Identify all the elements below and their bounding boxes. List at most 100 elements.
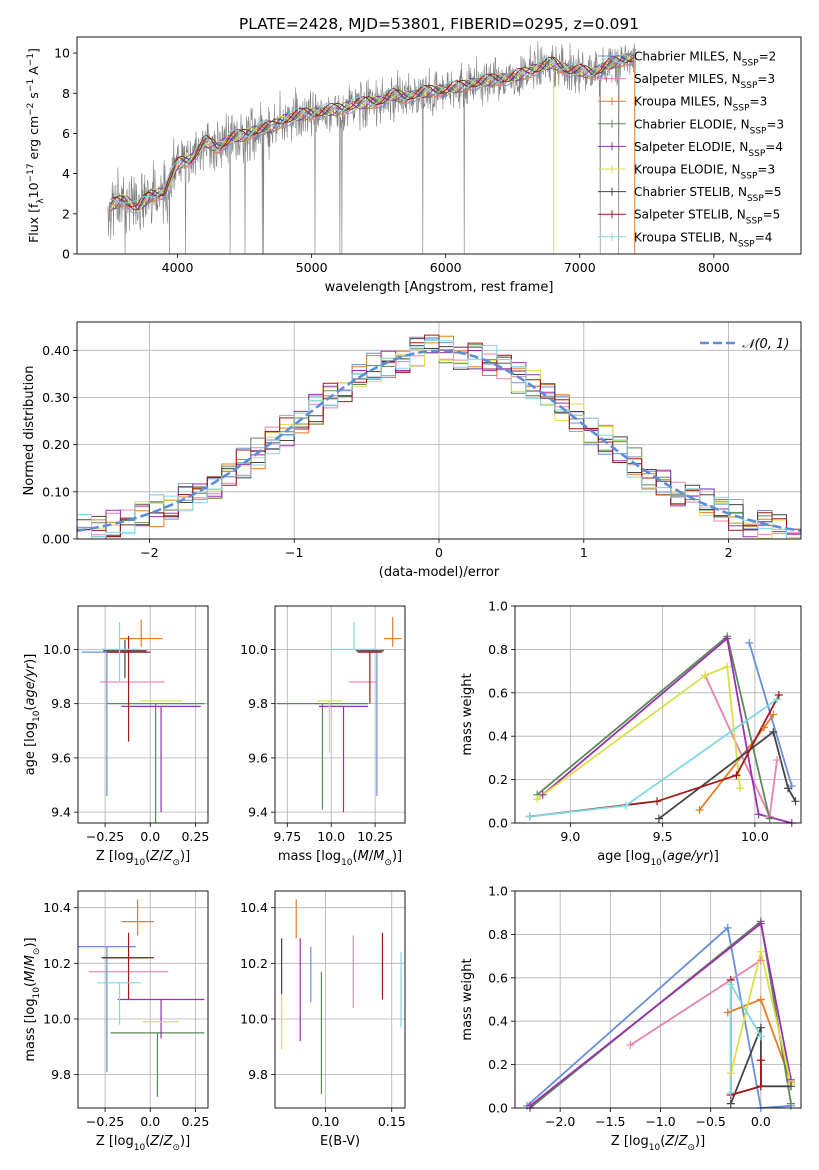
weight-marker [723,923,732,932]
weight-marker [774,690,783,699]
y-axis-label: Flux [fλ10−17 erg cm−2 s−1 A−1] [26,48,46,243]
y-tick-label: 0.20 [42,437,70,452]
y-tick-label: 9.4 [51,805,71,820]
x-tick-label: −1.5 [595,1114,625,1129]
x-tick-label: 2 [725,545,733,560]
x-tick-label: 0.0 [140,1114,160,1129]
panel-mass_vs_ebv: 0.10 0.15 9.8 10.0 10.2 10.4 E(B-V) [240,890,406,1149]
y-tick-label: 0 [62,247,70,262]
y-axis-label: age [log10(age/yr)] [23,654,42,776]
y-tick-label: 9.8 [51,696,71,711]
gaussian-curve [77,349,801,532]
weight-marker [525,812,534,821]
model-line [110,52,634,210]
x-tick-label: −2.0 [545,1114,575,1129]
weight-marker [765,814,774,823]
axes-frame [274,890,406,1109]
x-tick-label: 6000 [430,260,462,275]
weight-marker [756,1082,765,1091]
y-tick-label: 9.8 [51,1067,71,1082]
y-tick-label: 0.8 [488,927,508,942]
y-tick-label: 0.6 [488,970,508,985]
legend-entry: Salpeter ELODIE, NSSP=4 [634,140,783,159]
weight-line [536,634,771,819]
weight-line [629,959,762,1046]
weight-marker [726,1088,735,1097]
weight-marker [726,980,735,989]
y-tick-label: 0.40 [42,343,70,358]
legend-entry: 𝒩(0, 1) [742,337,789,352]
x-tick-label: −1 [285,545,303,560]
y-tick-label: 10.4 [240,900,268,915]
y-tick-label: 9.6 [248,750,268,765]
y-tick-label: 4 [62,166,70,181]
weight-line [526,926,792,1108]
x-tick-label: 5000 [296,260,328,275]
model-line [110,55,634,211]
y-tick-label: 1.0 [488,599,508,614]
weight-marker [533,795,542,804]
weight-marker [784,784,793,793]
weight-marker [701,671,710,680]
spectrum-data [107,41,637,254]
chart-title: PLATE=2428, MJD=53801, FIBERID=0295, z=0… [239,15,639,33]
legend-entry: Chabrier MILES, NSSP=2 [634,50,776,69]
x-tick-label: 0.25 [181,829,209,844]
x-tick-label: 8000 [698,260,730,275]
y-tick-label: 10 [54,46,70,61]
y-tick-label: 0.8 [488,642,508,657]
weight-marker [726,1069,735,1078]
y-axis-label: mass weight [460,958,475,1040]
weight-marker [754,810,763,819]
panel-weight_vs_age: 9.0 9.5 10.0 0.0 0.2 0.4 0.6 0.8 1.0 age [log10(a… [460,599,802,868]
x-axis-label: (data-model)/error [379,565,500,580]
y-axis-label: mass weight [460,673,475,755]
x-tick-label: −2 [140,545,158,560]
legend-entry: Chabrier ELODIE, NSSP=3 [634,117,784,136]
weight-line [536,665,741,800]
axes-frame [77,605,209,824]
y-tick-label: 2 [62,206,70,221]
y-tick-label: 10.4 [43,900,71,915]
panel-age_vs_mass: 9.75 10.0 10.25 9.4 9.6 9.8 10.0 mass [log10(M/… [240,605,406,868]
x-tick-label: 9.5 [653,829,673,844]
plot-area [107,41,637,254]
weight-line [542,636,793,823]
plot-area [526,919,792,1108]
legend-entry: Chabrier STELIB, NSSP=5 [634,185,782,204]
x-axis-label: Z [log10(Z/Z⊙)] [96,849,190,868]
axes-frame [514,890,802,1109]
y-tick-label: 0.4 [488,1014,508,1029]
x-tick-label: 0 [435,545,443,560]
weight-marker [791,797,800,806]
y-tick-label: 6 [62,126,70,141]
y-tick-label: 9.8 [248,696,268,711]
weight-marker [745,638,754,647]
legend-entry: Kroupa STELIB, NSSP=4 [634,230,772,249]
weight-marker [723,634,732,643]
weight-marker [773,695,782,704]
panel-age_vs_Z: −0.25 0.0 0.25 9.4 9.6 9.8 10.0 Z [log10(Z/Z⊙)]… [23,605,209,868]
y-axis-label: Normed distribution [22,366,37,496]
y-tick-label: 10.2 [240,956,268,971]
y-tick-label: 0.2 [488,1057,508,1072]
panel-spectrum: 4000 5000 6000 7000 8000 0 2 4 6 8 10 PLATE=2428, M… [26,15,802,295]
axes-frame [76,321,802,540]
y-tick-label: 0.4 [488,729,508,744]
x-tick-label: −0.25 [86,829,124,844]
x-axis-label: wavelength [Angstrom, rest frame] [325,280,554,295]
legend-entry: Kroupa MILES, NSSP=3 [634,95,767,114]
x-tick-label: 0.15 [378,1114,406,1129]
weight-marker [723,662,732,671]
x-tick-label: 1 [580,545,588,560]
weight-marker [756,956,765,965]
y-tick-label: 0.0 [488,1101,508,1116]
plot-area [281,899,402,1095]
x-tick-label: 4000 [162,260,194,275]
weight-marker [538,790,547,799]
model-line [110,51,634,204]
y-tick-label: 10.0 [240,1011,268,1026]
legend-entry: Kroupa ELODIE, NSSP=3 [634,163,775,182]
y-tick-label: 9.6 [51,750,71,765]
